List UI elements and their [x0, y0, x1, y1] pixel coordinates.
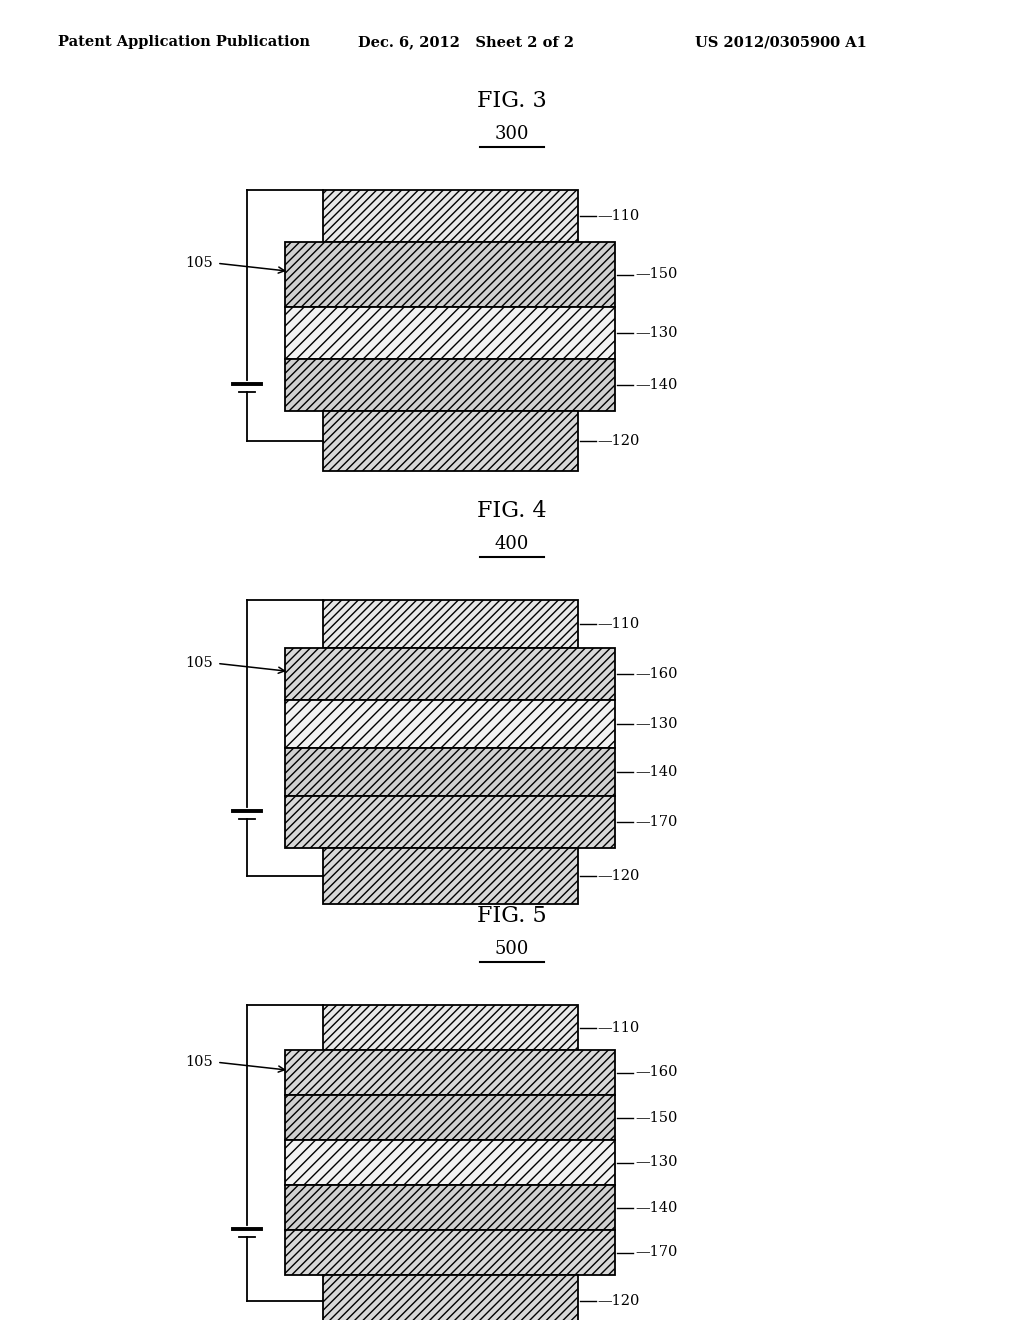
Text: —140: —140: [635, 1200, 677, 1214]
Text: —150: —150: [635, 268, 677, 281]
Text: —160: —160: [635, 667, 678, 681]
Text: —120: —120: [597, 1294, 640, 1308]
Bar: [323, 601, 578, 648]
Text: —170: —170: [635, 1246, 677, 1259]
Bar: [285, 1140, 615, 1185]
Text: —120: —120: [597, 434, 640, 447]
Text: —110: —110: [597, 1020, 640, 1035]
Text: —130: —130: [635, 1155, 678, 1170]
Text: —120: —120: [597, 869, 640, 883]
Text: 105: 105: [185, 1055, 213, 1069]
Text: —150: —150: [635, 1110, 677, 1125]
Bar: [285, 359, 615, 411]
Bar: [285, 748, 615, 796]
Text: —140: —140: [635, 766, 677, 779]
Text: 300: 300: [495, 125, 529, 143]
Bar: [323, 1005, 578, 1049]
Bar: [285, 1230, 615, 1275]
Bar: [285, 1185, 615, 1230]
Bar: [323, 190, 578, 242]
Text: 105: 105: [185, 656, 213, 671]
Text: FIG. 5: FIG. 5: [477, 906, 547, 927]
Bar: [323, 847, 578, 904]
Bar: [285, 308, 615, 359]
Bar: [285, 648, 615, 700]
Text: US 2012/0305900 A1: US 2012/0305900 A1: [695, 36, 867, 49]
Text: —130: —130: [635, 326, 678, 341]
Text: —160: —160: [635, 1065, 678, 1080]
Text: —110: —110: [597, 209, 640, 223]
Text: —170: —170: [635, 814, 677, 829]
Bar: [323, 411, 578, 471]
Bar: [285, 1096, 615, 1140]
Bar: [285, 1049, 615, 1096]
Text: 500: 500: [495, 940, 529, 958]
Text: —110: —110: [597, 616, 640, 631]
Bar: [323, 1275, 578, 1320]
Text: Patent Application Publication: Patent Application Publication: [58, 36, 310, 49]
Bar: [285, 700, 615, 748]
Text: 400: 400: [495, 535, 529, 553]
Text: —130: —130: [635, 717, 678, 731]
Text: 105: 105: [185, 256, 213, 271]
Text: Dec. 6, 2012   Sheet 2 of 2: Dec. 6, 2012 Sheet 2 of 2: [358, 36, 574, 49]
Text: FIG. 4: FIG. 4: [477, 500, 547, 521]
Text: FIG. 3: FIG. 3: [477, 90, 547, 112]
Bar: [285, 242, 615, 308]
Text: —140: —140: [635, 378, 677, 392]
Bar: [285, 796, 615, 847]
